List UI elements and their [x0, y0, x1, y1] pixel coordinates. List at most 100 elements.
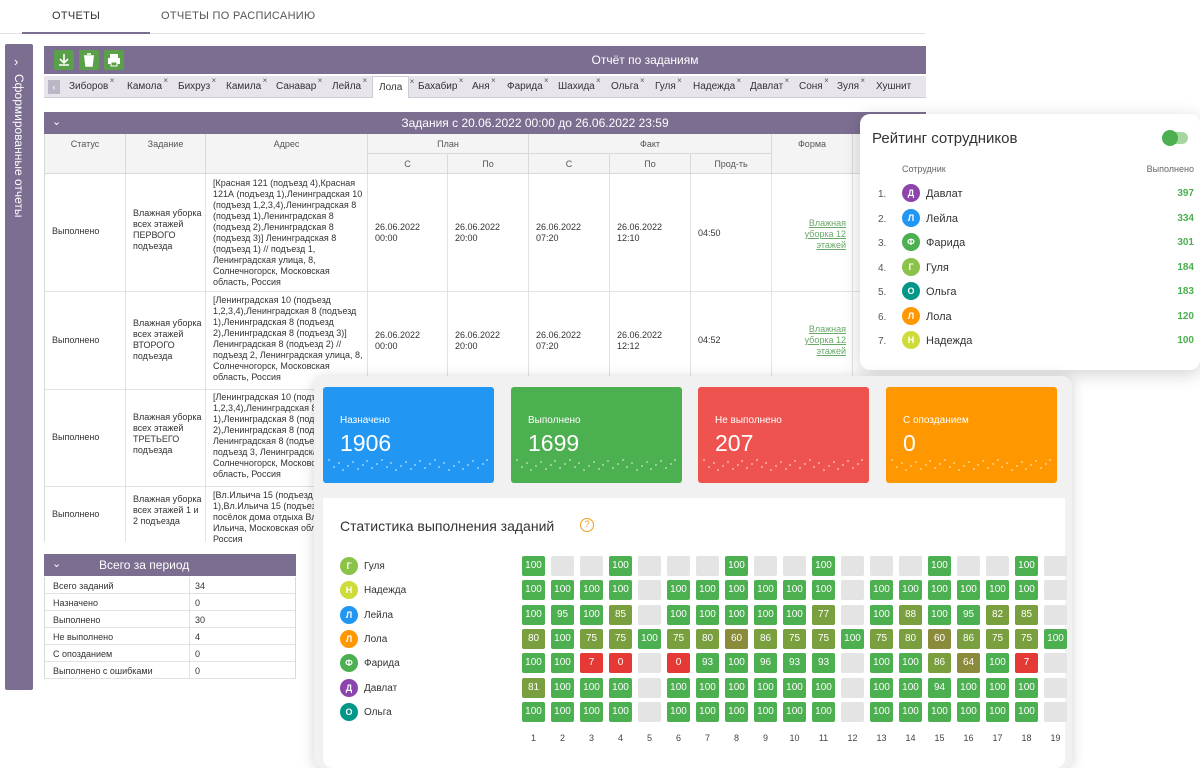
stats-cell[interactable]: 100 — [986, 677, 1009, 698]
stats-cell[interactable]: 100 — [754, 701, 777, 722]
stats-cell[interactable] — [638, 677, 661, 698]
employee-tab[interactable]: Зиборов × — [69, 76, 114, 98]
stats-cell[interactable]: 100 — [928, 556, 951, 576]
stats-cell[interactable]: 100 — [580, 580, 603, 601]
stats-cell[interactable]: 100 — [580, 701, 603, 722]
stats-cell[interactable]: 75 — [870, 628, 893, 649]
employee-tab[interactable]: Ольга × — [611, 76, 645, 98]
stats-cell[interactable]: 100 — [522, 653, 545, 674]
stats-cell[interactable]: 93 — [696, 653, 719, 674]
stats-cell[interactable]: 100 — [783, 677, 806, 698]
stats-cell[interactable]: 100 — [870, 604, 893, 625]
close-icon[interactable]: × — [211, 76, 217, 85]
stats-cell[interactable]: 100 — [551, 701, 574, 722]
stats-cell[interactable]: 75 — [1015, 628, 1038, 649]
stats-cell[interactable]: 100 — [522, 701, 545, 722]
stats-cell[interactable] — [638, 580, 661, 601]
close-icon[interactable]: × — [860, 76, 866, 85]
stats-cell[interactable]: 100 — [928, 580, 951, 601]
stats-cell[interactable]: 80 — [899, 628, 922, 649]
stats-cell[interactable] — [841, 556, 864, 576]
stats-cell[interactable]: 95 — [551, 604, 574, 625]
stats-cell[interactable] — [870, 556, 893, 576]
delete-button[interactable] — [79, 50, 99, 70]
totals-header[interactable]: ⌄ Всего за период — [44, 554, 296, 576]
stats-cell[interactable]: 7 — [1015, 653, 1038, 674]
stats-cell[interactable]: 95 — [957, 604, 980, 625]
stats-cell[interactable]: 100 — [522, 604, 545, 625]
stats-cell[interactable]: 86 — [928, 653, 951, 674]
stats-cell[interactable]: 100 — [551, 653, 574, 674]
employee-tab[interactable]: Аня × — [472, 76, 496, 98]
stats-cell[interactable] — [841, 580, 864, 601]
stats-cell[interactable]: 100 — [609, 677, 632, 698]
chevron-right-icon[interactable]: › — [14, 54, 19, 69]
stats-cell[interactable]: 100 — [986, 580, 1009, 601]
stats-cell[interactable] — [957, 556, 980, 576]
tasks-header[interactable]: ⌄ Задания с 20.06.2022 00:00 до 26.06.20… — [44, 112, 926, 134]
stats-cell[interactable]: 100 — [754, 677, 777, 698]
stats-cell[interactable]: 100 — [725, 604, 748, 625]
stats-cell[interactable]: 100 — [667, 580, 690, 601]
print-button[interactable] — [104, 50, 124, 70]
stats-cell[interactable]: 100 — [696, 677, 719, 698]
chevron-down-icon[interactable]: ⌄ — [52, 558, 62, 570]
stats-cell[interactable]: 100 — [580, 677, 603, 698]
close-icon[interactable]: × — [362, 76, 368, 85]
employee-tab[interactable]: Санавар × — [276, 76, 322, 98]
stats-cell[interactable] — [551, 556, 574, 576]
stats-cell[interactable]: 100 — [928, 604, 951, 625]
close-icon[interactable]: × — [490, 76, 496, 85]
close-icon[interactable]: × — [458, 76, 464, 85]
stats-cell[interactable] — [638, 653, 661, 674]
stats-cell[interactable] — [841, 653, 864, 674]
stats-cell[interactable]: 100 — [725, 556, 748, 576]
stats-cell[interactable]: 75 — [783, 628, 806, 649]
stats-cell[interactable] — [1044, 653, 1067, 674]
stats-cell[interactable]: 100 — [812, 556, 835, 576]
stats-cell[interactable]: 100 — [899, 653, 922, 674]
stats-cell[interactable]: 85 — [609, 604, 632, 625]
stats-cell[interactable]: 100 — [667, 677, 690, 698]
stats-cell[interactable]: 100 — [812, 677, 835, 698]
stats-cell[interactable]: 100 — [870, 580, 893, 601]
stats-cell[interactable]: 77 — [812, 604, 835, 625]
stats-cell[interactable]: 80 — [696, 628, 719, 649]
stats-cell[interactable]: 75 — [609, 628, 632, 649]
stats-cell[interactable] — [841, 677, 864, 698]
stats-cell[interactable]: 100 — [899, 677, 922, 698]
stats-cell[interactable]: 86 — [754, 628, 777, 649]
close-icon[interactable]: × — [317, 76, 323, 85]
stats-cell[interactable]: 100 — [696, 604, 719, 625]
stats-cell[interactable] — [841, 701, 864, 722]
stats-cell[interactable] — [1044, 604, 1067, 625]
stats-cell[interactable] — [754, 556, 777, 576]
close-icon[interactable]: × — [824, 76, 829, 85]
stats-cell[interactable]: 100 — [870, 653, 893, 674]
employee-tab[interactable]: Лейла × — [332, 76, 367, 98]
stats-cell[interactable]: 75 — [580, 628, 603, 649]
employee-tab[interactable]: Фарида × — [507, 76, 549, 98]
stats-cell[interactable] — [667, 556, 690, 576]
stats-cell[interactable]: 60 — [928, 628, 951, 649]
close-icon[interactable]: × — [109, 76, 115, 85]
stats-cell[interactable] — [986, 556, 1009, 576]
stats-cell[interactable] — [1044, 580, 1067, 601]
stats-cell[interactable]: 100 — [551, 628, 574, 649]
employee-tab[interactable]: Давлат × — [750, 76, 789, 98]
stats-cell[interactable]: 100 — [551, 677, 574, 698]
stats-cell[interactable]: 7 — [580, 653, 603, 674]
close-icon[interactable]: × — [409, 77, 415, 86]
stats-cell[interactable]: 100 — [667, 604, 690, 625]
stats-cell[interactable]: 93 — [783, 653, 806, 674]
stats-cell[interactable] — [1044, 677, 1067, 698]
stats-cell[interactable]: 100 — [783, 701, 806, 722]
employee-tab[interactable]: Бихруз × — [178, 76, 216, 98]
stats-cell[interactable]: 100 — [986, 701, 1009, 722]
stats-cell[interactable]: 82 — [986, 604, 1009, 625]
employee-tab[interactable]: Зуля × — [837, 76, 865, 98]
stats-cell[interactable]: 100 — [725, 580, 748, 601]
stats-cell[interactable]: 100 — [754, 604, 777, 625]
stats-cell[interactable] — [696, 556, 719, 576]
stats-cell[interactable]: 80 — [522, 628, 545, 649]
